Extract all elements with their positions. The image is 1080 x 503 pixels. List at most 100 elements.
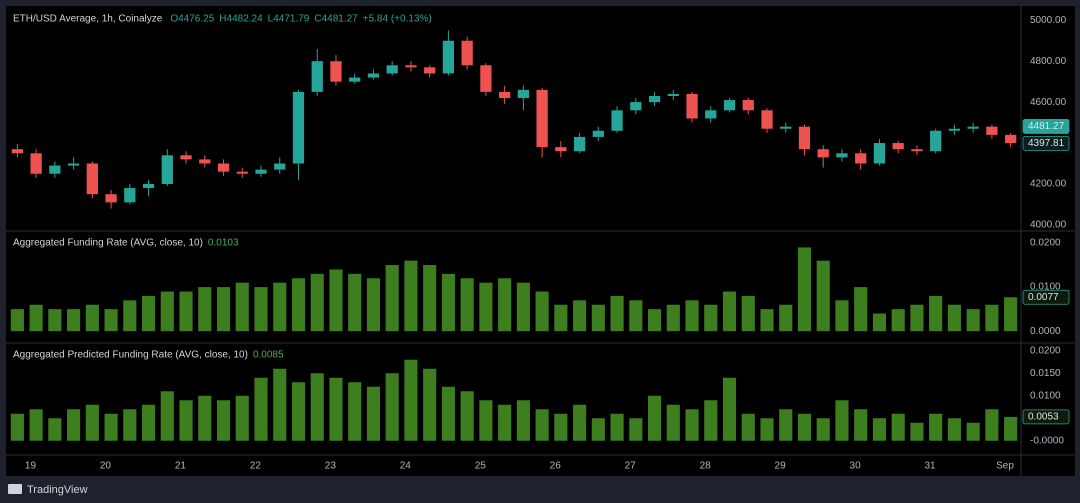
x-tick-label: 27 bbox=[625, 461, 637, 472]
last-value: 0.0085 bbox=[253, 350, 284, 361]
y-tick-label: 0.0000 bbox=[1030, 326, 1061, 337]
candle-body bbox=[161, 155, 173, 184]
bar bbox=[123, 300, 137, 332]
bar bbox=[67, 309, 81, 332]
chart-area bbox=[6, 6, 1075, 476]
bar bbox=[85, 404, 99, 441]
bar bbox=[929, 295, 943, 332]
candle-body bbox=[236, 171, 248, 174]
bar bbox=[985, 304, 999, 332]
candle-body bbox=[573, 136, 586, 152]
bar bbox=[910, 304, 924, 332]
ohlc-value: C4481.27 bbox=[314, 14, 358, 25]
bar bbox=[760, 418, 774, 441]
bar bbox=[779, 409, 793, 441]
y-tick-label: 4000.00 bbox=[1030, 220, 1067, 231]
bar bbox=[310, 273, 324, 332]
candle-body bbox=[892, 143, 904, 150]
bar bbox=[273, 282, 287, 332]
bar bbox=[160, 391, 174, 441]
x-tick-label: 30 bbox=[850, 461, 862, 472]
bar bbox=[535, 409, 549, 441]
price-marker bbox=[1022, 409, 1070, 425]
y-tick-label: 0.0200 bbox=[1030, 345, 1061, 356]
bar bbox=[629, 300, 643, 332]
bar bbox=[104, 413, 118, 441]
bar bbox=[1004, 416, 1018, 441]
candle-body bbox=[30, 153, 42, 174]
bar bbox=[29, 409, 43, 441]
bar bbox=[460, 278, 474, 332]
candle-body bbox=[442, 40, 455, 74]
candle-body bbox=[667, 93, 679, 96]
ohlc-value: H4482.24 bbox=[219, 14, 263, 25]
candle-body bbox=[592, 130, 604, 137]
bar bbox=[198, 395, 212, 441]
bar bbox=[441, 273, 455, 332]
bar bbox=[273, 368, 287, 441]
footer-brand: TradingView bbox=[27, 484, 88, 496]
bar bbox=[479, 282, 493, 332]
last-value: 0.0103 bbox=[208, 238, 239, 249]
candle-body bbox=[611, 110, 623, 131]
x-tick-label: 21 bbox=[175, 461, 187, 472]
bar bbox=[254, 287, 268, 332]
y-tick-label: 0.0150 bbox=[1030, 368, 1061, 379]
logo: TradingView bbox=[8, 484, 88, 496]
bar bbox=[498, 404, 512, 441]
candle-body bbox=[292, 91, 305, 164]
bar bbox=[141, 404, 156, 441]
candle-body bbox=[217, 163, 230, 172]
bar bbox=[329, 377, 343, 441]
ohlc-value: +5.84 (+0.13%) bbox=[363, 14, 432, 25]
candle-body bbox=[705, 110, 717, 119]
y-tick-label: 5000.00 bbox=[1030, 15, 1067, 26]
candle-body bbox=[517, 89, 529, 99]
bar bbox=[610, 413, 624, 441]
bar bbox=[85, 304, 99, 332]
logo-icon bbox=[8, 484, 22, 494]
ohlc-value: O4476.25 bbox=[170, 14, 214, 25]
x-tick-label: 22 bbox=[250, 461, 262, 472]
x-tick-label: 24 bbox=[400, 461, 412, 472]
bar bbox=[385, 265, 399, 332]
bar bbox=[854, 409, 868, 441]
bar bbox=[198, 287, 212, 332]
bar bbox=[966, 309, 980, 332]
candle-body bbox=[142, 183, 155, 189]
panel-title: Aggregated Predicted Funding Rate (AVG, … bbox=[13, 350, 248, 361]
candle-body bbox=[761, 110, 773, 129]
bar bbox=[610, 295, 624, 332]
price-marker bbox=[1022, 119, 1070, 134]
bar bbox=[685, 409, 699, 441]
bar bbox=[947, 418, 961, 441]
bar bbox=[423, 265, 437, 332]
bar bbox=[254, 377, 268, 441]
bar bbox=[573, 404, 587, 441]
bar bbox=[872, 313, 887, 332]
candle-body bbox=[124, 188, 136, 203]
candle-body bbox=[11, 149, 23, 154]
bar bbox=[291, 382, 306, 441]
y-tick-label: 4200.00 bbox=[1030, 179, 1067, 190]
bar bbox=[516, 400, 530, 441]
candle-body bbox=[349, 77, 361, 82]
bar bbox=[385, 373, 399, 441]
bar bbox=[366, 278, 381, 332]
bar bbox=[910, 422, 924, 441]
bar bbox=[816, 418, 830, 441]
y-tick-label: 0.0200 bbox=[1030, 238, 1061, 249]
bar bbox=[535, 291, 549, 332]
candle-body bbox=[405, 65, 417, 68]
x-tick-label: Sep bbox=[996, 461, 1014, 472]
candle-body bbox=[67, 163, 80, 166]
bar bbox=[516, 282, 530, 332]
bar bbox=[329, 269, 343, 332]
price-marker bbox=[1022, 136, 1070, 151]
bar bbox=[666, 404, 680, 441]
bar bbox=[216, 400, 231, 441]
candle-body bbox=[948, 128, 961, 131]
candle-body bbox=[274, 163, 286, 170]
bar bbox=[235, 395, 249, 441]
x-tick-label: 29 bbox=[775, 461, 787, 472]
